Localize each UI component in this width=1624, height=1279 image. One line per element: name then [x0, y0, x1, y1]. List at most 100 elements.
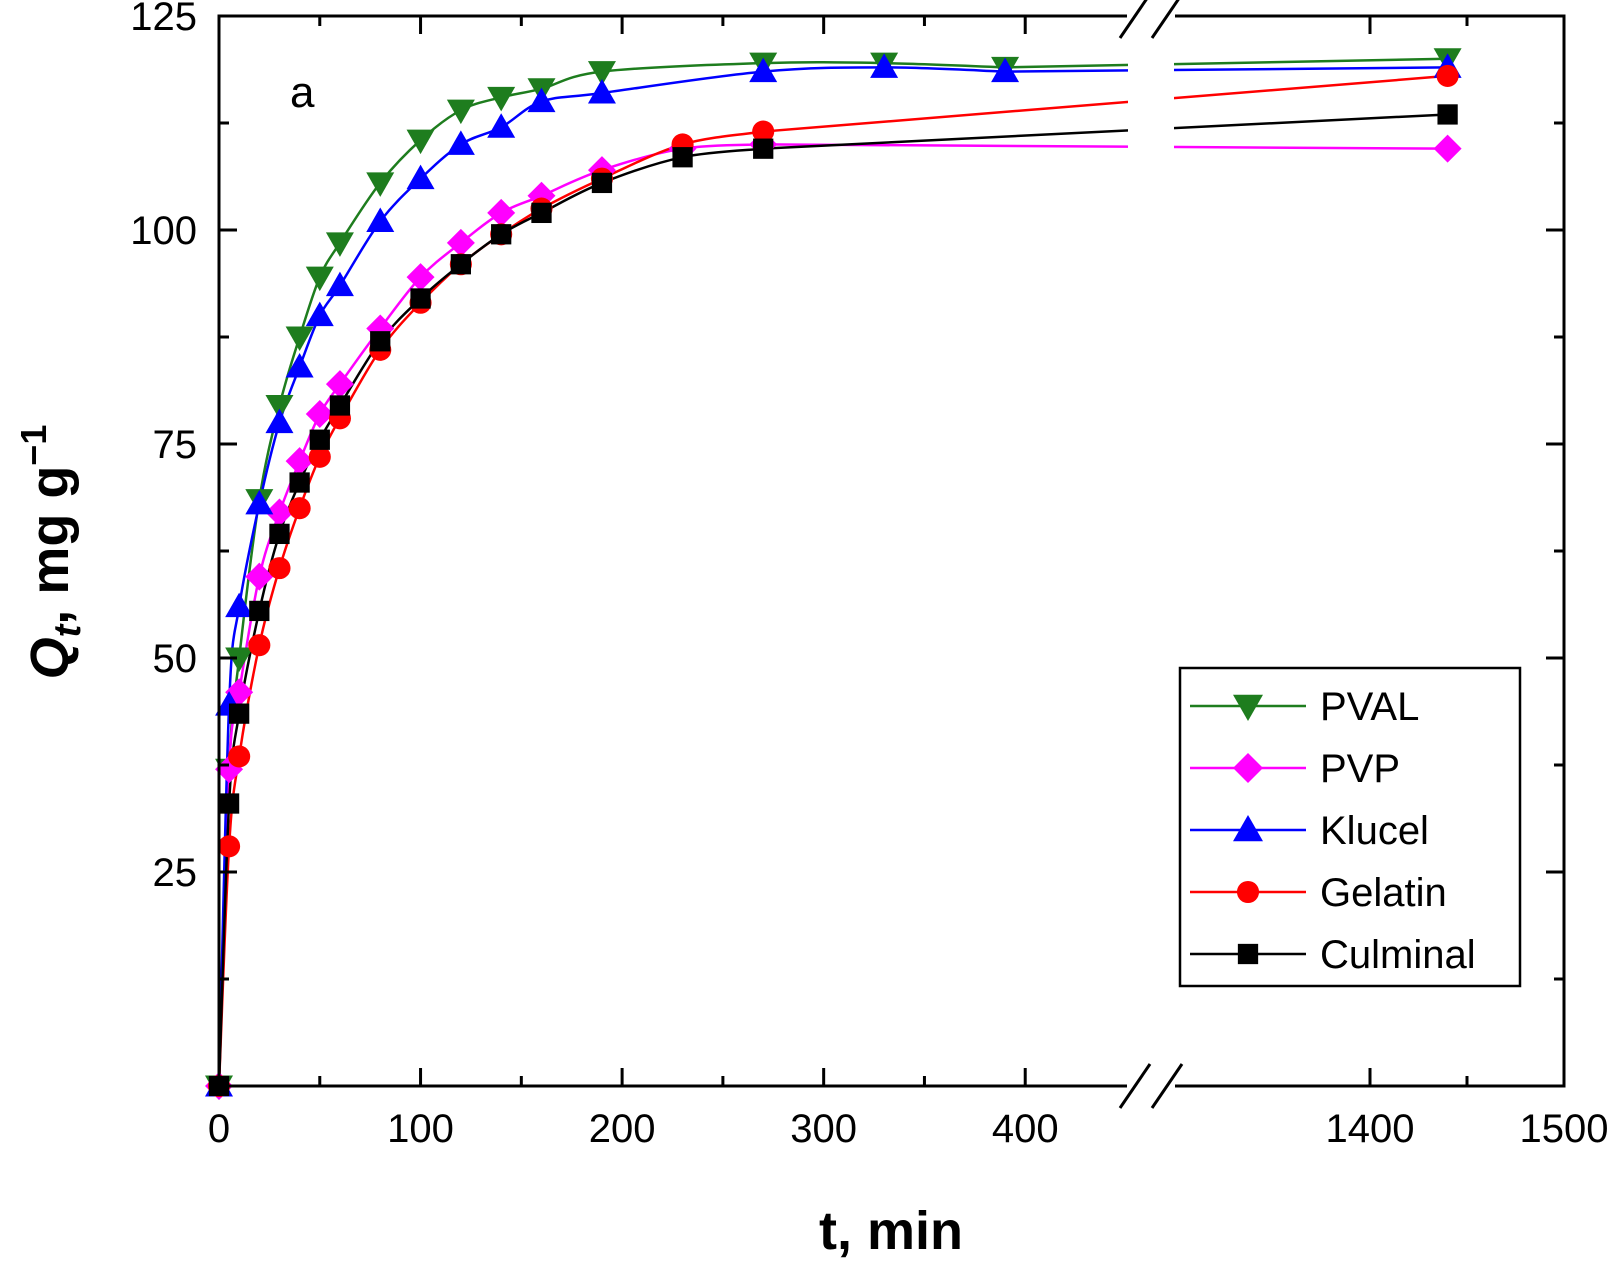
data-point-culminal: [450, 254, 472, 275]
axis-break-mark: [1150, 1063, 1184, 1109]
panel-label: a: [290, 68, 315, 117]
data-point-culminal: [410, 288, 431, 309]
y-tick-label: 50: [153, 637, 198, 681]
series-bridge-pvp: [763, 143, 1448, 150]
data-point-culminal: [229, 703, 250, 724]
data-point-pvp: [245, 562, 274, 591]
data-point-gelatin: [752, 120, 775, 143]
axis-break-cover: [1127, 1080, 1175, 1092]
series-bridge-culminal: [763, 113, 1448, 150]
data-point-pvp: [406, 263, 435, 292]
x-tick-label: 300: [790, 1107, 857, 1151]
series-line-klucel: [219, 66, 1006, 1086]
series-line-pvp: [219, 143, 764, 1086]
data-point-culminal: [491, 224, 512, 245]
axis-break-cover: [1127, 10, 1175, 22]
y-tick-label: 25: [153, 851, 198, 895]
data-point-klucel: [587, 79, 616, 104]
data-point-pval: [265, 394, 294, 420]
data-point-pval: [305, 266, 334, 292]
data-point-klucel: [305, 301, 334, 327]
data-point-gelatin: [288, 497, 311, 520]
data-point-klucel: [285, 352, 314, 378]
data-point-pvp: [1433, 134, 1462, 163]
legend-marker-pval: [1233, 694, 1263, 721]
data-point-pval: [587, 61, 616, 86]
data-point-klucel: [749, 57, 778, 83]
y-tick-label: 100: [130, 209, 197, 253]
legend-label-pval: PVAL: [1320, 685, 1419, 729]
legend-marker-pvp: [1233, 753, 1263, 783]
data-point-klucel: [527, 87, 556, 113]
axis-break-mark: [1118, 1063, 1152, 1109]
axis-break-mark: [1150, 0, 1180, 39]
data-point-pval: [366, 172, 395, 197]
series-bridge-gelatin: [763, 74, 1448, 133]
data-point-culminal: [1437, 104, 1458, 125]
data-point-culminal: [249, 600, 270, 622]
x-tick-label: 1400: [1326, 1107, 1415, 1151]
data-point-culminal: [370, 331, 391, 352]
data-point-klucel: [446, 130, 475, 155]
data-point-culminal: [531, 202, 552, 224]
data-point-klucel: [366, 207, 395, 232]
data-point-pval: [325, 232, 354, 257]
x-tick-label: 400: [992, 1107, 1059, 1151]
x-tick-label: 200: [589, 1107, 656, 1151]
data-point-culminal: [309, 429, 330, 450]
data-point-pval: [446, 99, 475, 125]
y-axis-title-sup: −1: [13, 425, 54, 466]
series-line-culminal: [219, 147, 764, 1086]
data-point-culminal: [329, 395, 351, 416]
axis-break-mark: [1118, 0, 1148, 39]
data-point-pval: [487, 86, 516, 112]
data-point-pvp: [285, 447, 314, 476]
data-point-culminal: [753, 138, 774, 159]
legend-marker-klucel: [1233, 815, 1263, 842]
data-point-culminal: [269, 523, 290, 545]
data-point-gelatin: [228, 745, 251, 768]
series-line-pval: [219, 61, 1006, 1086]
legend: PVAL PVP Klucel Gelatin Culminal: [1178, 666, 1522, 988]
data-point-gelatin: [218, 835, 241, 858]
data-point-culminal: [218, 793, 240, 814]
data-point-pvp: [265, 498, 294, 527]
legend-marker-gelatin: [1236, 880, 1260, 904]
data-point-gelatin: [248, 634, 271, 657]
data-point-klucel: [870, 53, 899, 78]
data-point-klucel: [225, 592, 254, 618]
y-axis-title-rest: , mg g: [20, 466, 80, 625]
legend-label-pvp: PVP: [1320, 747, 1400, 791]
data-point-pval: [406, 129, 435, 155]
y-axis-title-main: Q: [20, 637, 80, 679]
y-tick-label: 75: [153, 423, 198, 467]
axis-break-gap: [1128, 20, 1174, 1082]
data-point-gelatin: [1436, 64, 1459, 87]
data-point-pval: [225, 647, 254, 672]
data-point-klucel: [245, 489, 274, 515]
data-point-pvp: [487, 198, 516, 227]
data-point-culminal: [672, 147, 693, 168]
x-tick-label: 1500: [1520, 1107, 1609, 1151]
data-point-culminal: [289, 472, 310, 493]
data-point-klucel: [325, 271, 354, 297]
legend-label-gelatin: Gelatin: [1320, 871, 1447, 915]
y-tick-label: 125: [130, 0, 197, 39]
data-point-pvp: [325, 370, 354, 399]
data-point-pval: [285, 326, 314, 351]
series-line-gelatin: [219, 130, 764, 1086]
x-tick-label: 100: [387, 1107, 454, 1151]
legend-marker-culminal: [1237, 943, 1259, 965]
data-point-pvp: [305, 400, 334, 429]
legend-label-klucel: Klucel: [1320, 809, 1429, 853]
data-point-gelatin: [308, 445, 331, 468]
data-point-gelatin: [268, 557, 291, 580]
data-point-klucel: [991, 57, 1020, 83]
data-point-pvp: [446, 228, 475, 257]
x-axis-title: t, min: [819, 1201, 963, 1261]
data-point-klucel: [265, 408, 294, 434]
data-point-klucel: [406, 164, 435, 190]
y-axis-title: Qt, mg g−1: [13, 425, 89, 680]
series-bridge-pval: [1005, 57, 1448, 69]
